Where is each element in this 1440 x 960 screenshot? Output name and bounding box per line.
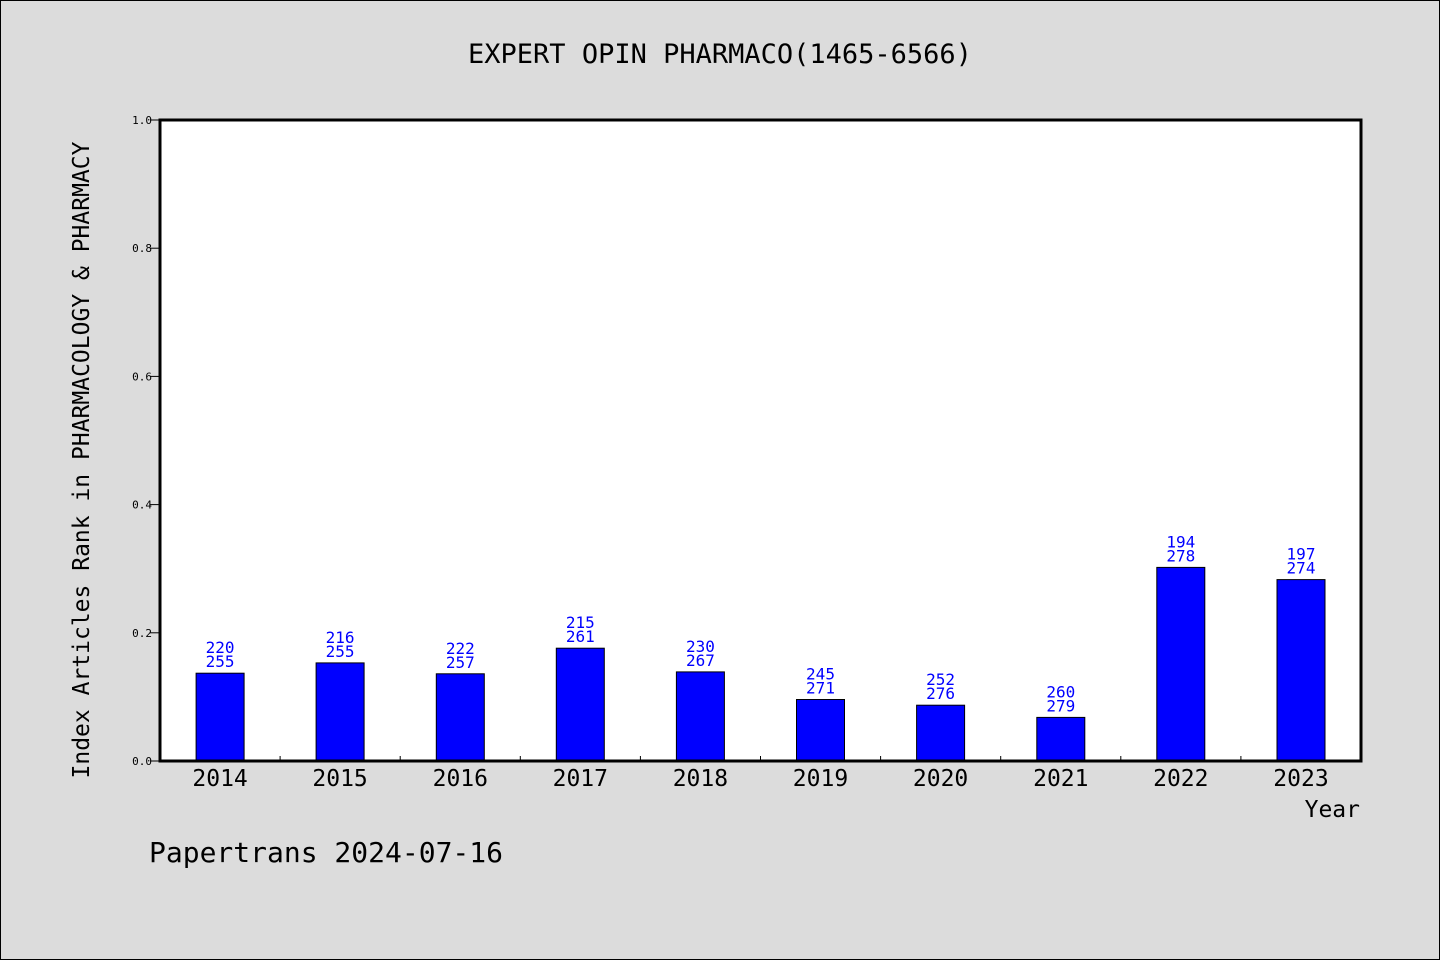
- plot-border: [158, 118, 1363, 763]
- data-label-bottom-2021: 279: [1046, 696, 1075, 715]
- x-tick-label-2018: 2018: [673, 766, 728, 792]
- data-label-top-2016: 222: [446, 639, 475, 658]
- bar-2015: [315, 662, 365, 762]
- x-tick-label-2017: 2017: [553, 766, 608, 792]
- bar-2018: [675, 671, 725, 762]
- data-label-bottom-2022: 278: [1166, 546, 1195, 565]
- bar-2021: [1036, 716, 1086, 762]
- data-label-top-2015: 216: [326, 628, 355, 647]
- bar-2023: [1276, 579, 1326, 762]
- x-axis-ticks: 2014 2015 2016 2017 2018 2019 2020 2021 2022 2023: [192, 756, 1329, 792]
- bar-2016: [435, 673, 485, 762]
- x-tick-label-2022: 2022: [1153, 766, 1208, 792]
- data-label-bottom-2018: 267: [686, 651, 715, 670]
- data-label-top-2020: 252: [926, 670, 955, 689]
- footer-credit: Papertrans 2024-07-16: [149, 836, 503, 869]
- data-label-top-2017: 215: [566, 613, 595, 632]
- bars: [195, 566, 1326, 762]
- x-tick-label-2023: 2023: [1273, 766, 1328, 792]
- bar-2014: [195, 672, 245, 762]
- y-axis-ticks: 0.0 0.2 0.4 0.6 0.8 1.0: [132, 114, 160, 768]
- bar-2019: [796, 699, 845, 762]
- data-label-bottom-2017: 261: [566, 627, 595, 646]
- y-tick-label-0.6: 0.6: [132, 370, 152, 383]
- data-label-top-2022: 194: [1166, 532, 1195, 551]
- data-label-top-2014: 220: [206, 638, 235, 657]
- y-axis-label: Index Articles Rank in PHARMACOLOGY & PH…: [69, 141, 95, 778]
- data-label-bottom-2016: 257: [446, 653, 475, 672]
- y-tick-label-0.0: 0.0: [132, 755, 152, 768]
- x-axis-label: Year: [1305, 797, 1360, 823]
- data-label-top-2023: 197: [1287, 545, 1316, 564]
- data-label-top-2018: 230: [686, 637, 715, 656]
- bar-2020: [916, 704, 966, 762]
- data-label-bottom-2015: 255: [326, 642, 355, 661]
- x-tick-label-2014: 2014: [192, 766, 247, 792]
- data-label-bottom-2020: 276: [926, 684, 955, 703]
- y-tick-label-0.4: 0.4: [132, 499, 152, 512]
- y-tick-label-0.2: 0.2: [132, 627, 152, 640]
- data-label-top-2019: 245: [806, 665, 835, 684]
- x-tick-label-2021: 2021: [1033, 766, 1088, 792]
- y-tick-label-0.8: 0.8: [132, 242, 152, 255]
- bar-2022: [1156, 566, 1206, 762]
- x-tick-label-2019: 2019: [793, 766, 848, 792]
- data-label-bottom-2023: 274: [1287, 559, 1316, 578]
- data-label-bottom-2019: 271: [806, 679, 835, 698]
- data-label-bottom-2014: 255: [206, 652, 235, 671]
- x-tick-label-2020: 2020: [913, 766, 968, 792]
- y-tick-label-1.0: 1.0: [132, 114, 152, 127]
- chart-title: EXPERT OPIN PHARMACO(1465-6566): [468, 39, 972, 70]
- x-tick-label-2015: 2015: [312, 766, 367, 792]
- data-label-top-2021: 260: [1046, 682, 1075, 701]
- bar-2017: [555, 647, 605, 762]
- x-tick-label-2016: 2016: [433, 766, 488, 792]
